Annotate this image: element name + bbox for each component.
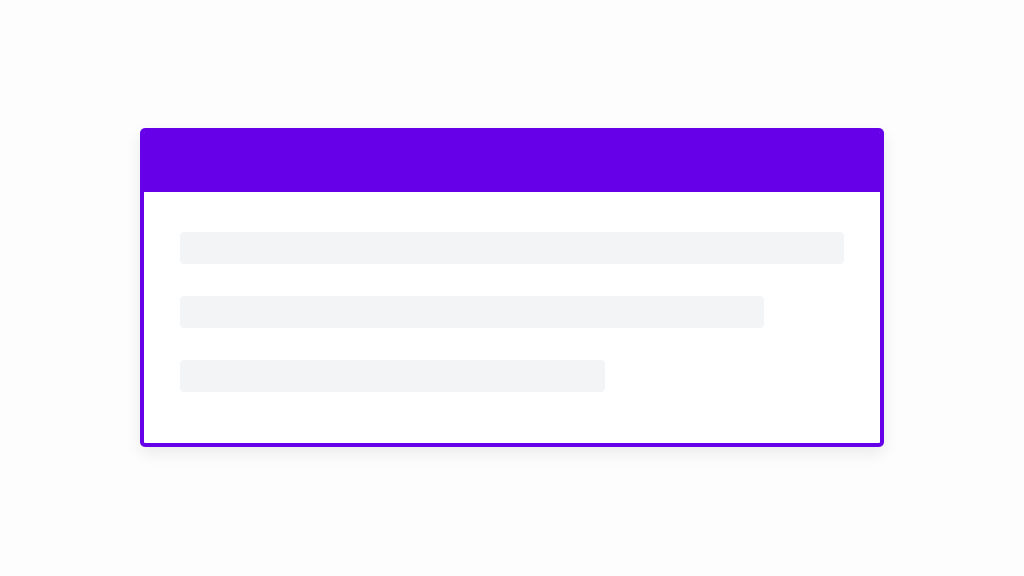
card-header xyxy=(144,132,880,192)
skeleton-line xyxy=(180,360,605,392)
skeleton-line xyxy=(180,296,764,328)
skeleton-line xyxy=(180,232,844,264)
loading-card xyxy=(140,128,884,447)
